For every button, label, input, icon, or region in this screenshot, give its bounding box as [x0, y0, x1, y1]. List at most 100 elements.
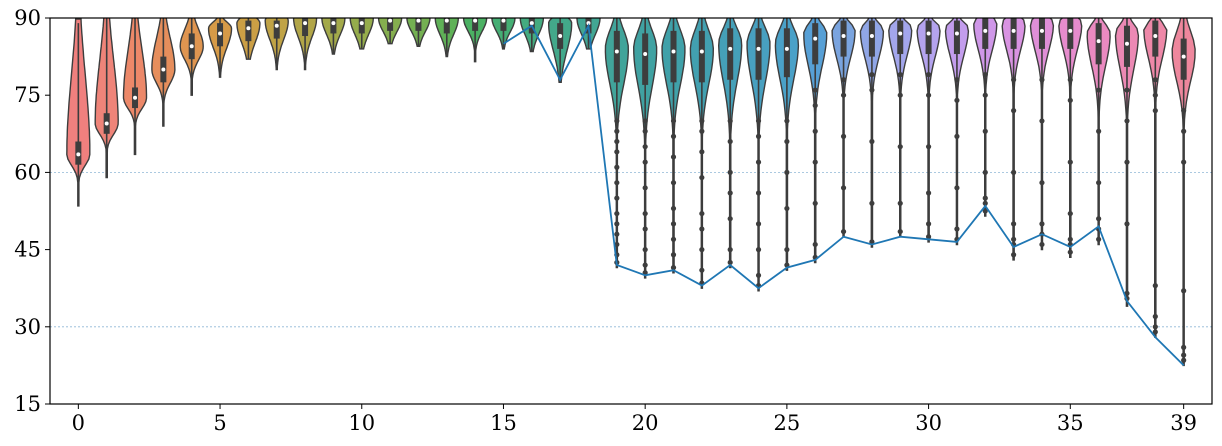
outlier-point	[699, 226, 705, 232]
outlier-point	[1039, 241, 1045, 248]
outlier-point	[897, 92, 903, 98]
outlier-point	[784, 169, 790, 175]
outlier-point	[642, 118, 648, 124]
outlier-point	[755, 190, 762, 196]
violin-median-28	[869, 34, 874, 39]
violin-box-36	[1095, 23, 1102, 65]
outlier-point	[1011, 77, 1017, 83]
outlier-point	[897, 228, 903, 235]
violin-median-35	[1068, 28, 1073, 33]
violin-5	[207, 18, 233, 78]
outlier-point	[925, 190, 932, 196]
violin-32	[973, 18, 998, 217]
outliers-27	[840, 77, 847, 235]
outlier-point	[869, 87, 875, 93]
outlier-point	[699, 149, 705, 155]
outlier-point	[869, 200, 875, 206]
outliers-32	[982, 72, 988, 214]
outlier-point	[670, 221, 677, 227]
outlier-point	[954, 226, 960, 232]
violin-34	[1029, 18, 1055, 251]
violin-13	[434, 18, 460, 58]
outlier-point	[614, 149, 620, 155]
min-line-path	[503, 22, 1185, 367]
violin-box-12	[415, 18, 422, 31]
violin-median-24	[756, 46, 761, 51]
violin-box-6	[245, 20, 252, 42]
violin-3	[151, 18, 176, 127]
violin-median-25	[784, 46, 789, 51]
violin-median-4	[189, 44, 194, 49]
violin-box-38	[1152, 20, 1159, 57]
violin-median-39	[1181, 54, 1186, 59]
outlier-point	[840, 77, 847, 83]
violin-4	[179, 18, 204, 96]
violin-box-28	[868, 20, 875, 57]
y-tick-label-30: 30	[14, 315, 41, 339]
outlier-point	[755, 118, 762, 124]
violin-median-2	[133, 95, 138, 100]
outlier-point	[982, 200, 988, 206]
outlier-point	[784, 247, 790, 253]
violin-26	[803, 18, 828, 264]
outlier-point	[784, 118, 790, 124]
violin-16	[519, 18, 544, 53]
violin-box-15	[500, 18, 507, 31]
violin-17	[548, 18, 573, 84]
outlier-point	[614, 180, 620, 186]
outlier-point	[670, 118, 677, 124]
violin-28	[859, 18, 885, 248]
violin-11	[377, 18, 403, 45]
outlier-point	[982, 92, 988, 98]
outlier-point	[727, 259, 733, 266]
outlier-point	[1067, 236, 1073, 242]
violin-box-10	[358, 18, 365, 34]
violin-0	[66, 18, 91, 207]
outlier-point	[727, 138, 733, 145]
outlier-point	[1067, 97, 1073, 103]
outlier-point	[642, 159, 648, 165]
outlier-point	[642, 210, 648, 217]
outliers-39	[1181, 108, 1187, 363]
outlier-point	[755, 247, 762, 253]
violin-box-7	[273, 20, 280, 39]
violin-box-8	[302, 18, 309, 37]
violin-box-35	[1067, 18, 1074, 49]
violin-median-37	[1124, 41, 1129, 46]
x-tick-label-30: 30	[915, 411, 942, 435]
outlier-point	[840, 92, 847, 98]
outlier-point	[670, 180, 677, 186]
violin-box-20	[642, 33, 649, 85]
outliers-26	[812, 87, 818, 260]
outlier-point	[925, 234, 932, 240]
violin-median-32	[983, 28, 988, 33]
outlier-point	[812, 241, 818, 248]
outlier-point	[1039, 221, 1045, 227]
outlier-point	[897, 200, 903, 206]
outlier-point	[642, 226, 648, 232]
violin-series	[66, 18, 1196, 367]
violin-median-10	[359, 21, 364, 26]
outlier-point	[755, 133, 762, 139]
outlier-point	[727, 190, 733, 196]
violin-27	[831, 18, 856, 238]
outlier-point	[954, 185, 960, 191]
outlier-point	[614, 138, 620, 145]
violin-median-14	[473, 18, 478, 23]
violin-12	[406, 18, 431, 47]
violin-14	[462, 18, 488, 63]
outlier-point	[614, 128, 620, 134]
outlier-point	[614, 231, 620, 237]
violin-8	[292, 18, 318, 71]
violin-median-36	[1096, 39, 1101, 44]
x-tick-label-25: 25	[774, 411, 801, 435]
outlier-point	[1096, 236, 1102, 242]
outlier-point	[954, 133, 960, 139]
outlier-point	[699, 174, 705, 181]
violin-median-30	[926, 31, 931, 36]
outlier-point	[642, 185, 648, 191]
outlier-point	[954, 97, 960, 103]
outlier-point	[1181, 352, 1187, 358]
violin-median-7	[274, 23, 279, 28]
